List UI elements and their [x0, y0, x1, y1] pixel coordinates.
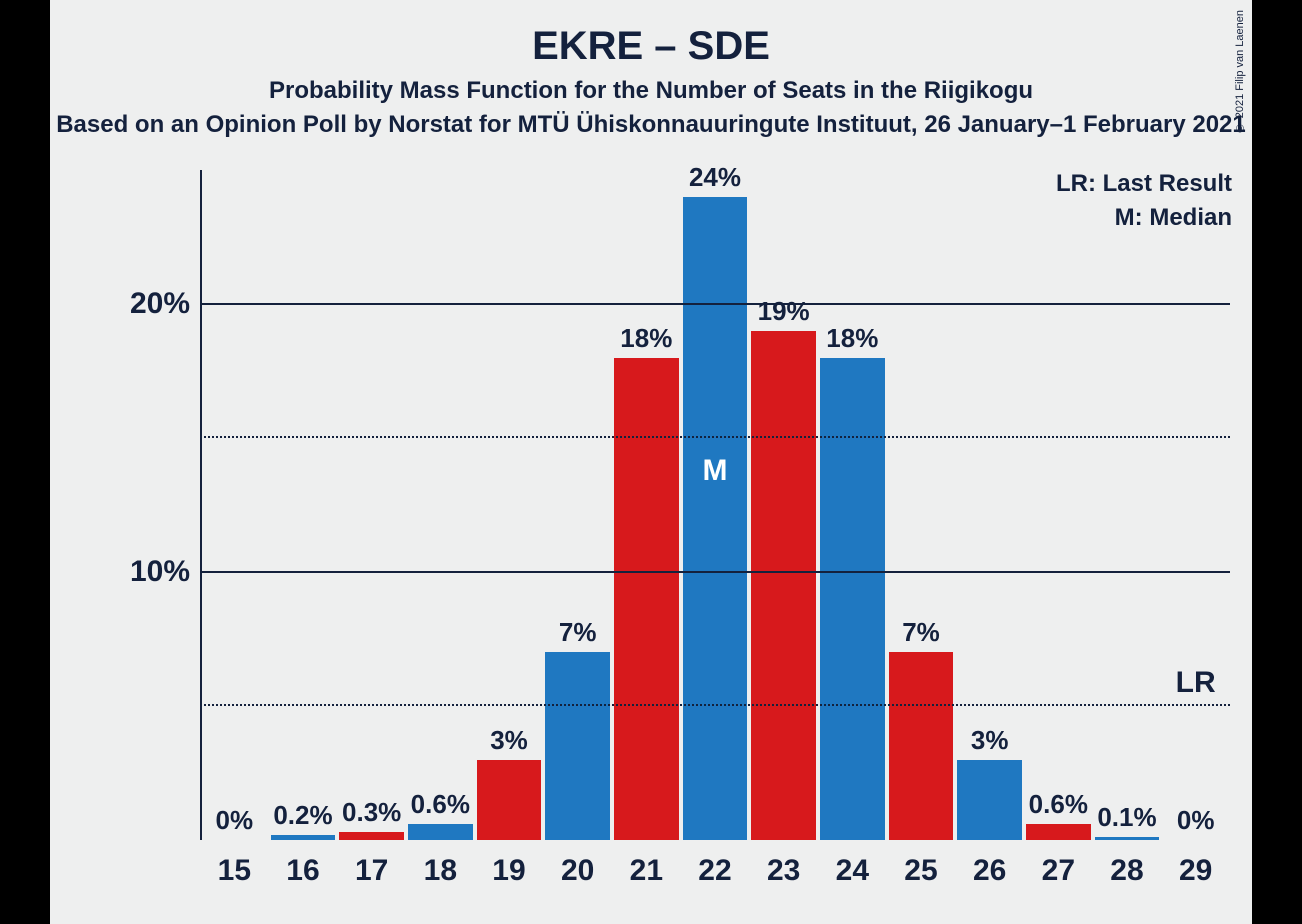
grid-minor: [200, 704, 1230, 706]
bar-value-label: 0.6%: [1026, 789, 1091, 824]
x-tick-label: 15: [200, 840, 269, 888]
bar: 0.6%: [1026, 824, 1091, 840]
grid-major: [200, 303, 1230, 305]
bar: 18%: [820, 358, 885, 840]
bar-value-label: 7%: [545, 617, 610, 652]
bar: 7%: [545, 652, 610, 840]
x-tick-label: 21: [612, 840, 681, 888]
bar-value-label: 0%: [202, 805, 267, 840]
bar-value-label: 3%: [957, 725, 1022, 760]
x-tick-label: 28: [1093, 840, 1162, 888]
y-tick-label: 10%: [130, 555, 190, 589]
x-tick-label: 22: [681, 840, 750, 888]
chart-subtitle: Probability Mass Function for the Number…: [50, 77, 1252, 105]
bar: 0.3%: [339, 832, 404, 840]
x-tick-label: 20: [543, 840, 612, 888]
x-tick-label: 17: [337, 840, 406, 888]
x-tick-label: 19: [475, 840, 544, 888]
bar: 3%: [957, 760, 1022, 840]
bar-value-label: 7%: [889, 617, 954, 652]
x-tick-label: 25: [887, 840, 956, 888]
median-label: M: [683, 454, 748, 488]
bar-value-label: 0.3%: [339, 797, 404, 832]
plot-area: 0%0.2%0.3%0.6%3%7%18%24%M19%18%7%3%0.6%0…: [200, 170, 1230, 840]
bar-value-label: 24%: [683, 162, 748, 197]
bar: 0.6%: [408, 824, 473, 840]
bar: 19%: [751, 331, 816, 840]
bar-value-label: 0.6%: [408, 789, 473, 824]
bar: 7%: [889, 652, 954, 840]
bar-value-label: 19%: [751, 296, 816, 331]
bar-value-label: 0.1%: [1095, 802, 1160, 837]
bar-value-label: 18%: [614, 323, 679, 358]
x-tick-label: 24: [818, 840, 887, 888]
x-tick-label: 27: [1024, 840, 1093, 888]
lr-marker: LR: [1176, 666, 1216, 700]
x-tick-label: 23: [749, 840, 818, 888]
bar-value-label: 0%: [1163, 805, 1228, 840]
y-tick-label: 20%: [130, 287, 190, 321]
bar-value-label: 3%: [477, 725, 542, 760]
grid-major: [200, 571, 1230, 573]
bar-value-label: 18%: [820, 323, 885, 358]
x-tick-label: 18: [406, 840, 475, 888]
grid-minor: [200, 436, 1230, 438]
chart-caption: Based on an Opinion Poll by Norstat for …: [0, 111, 1302, 139]
x-tick-label: 29: [1161, 840, 1230, 888]
x-tick-label: 26: [955, 840, 1024, 888]
bar: 24%M: [683, 197, 748, 840]
bars-container: 0%0.2%0.3%0.6%3%7%18%24%M19%18%7%3%0.6%0…: [200, 170, 1230, 840]
bar: 3%: [477, 760, 542, 840]
x-tick-label: 16: [269, 840, 338, 888]
chart-title: EKRE – SDE: [50, 0, 1252, 69]
bar: 18%: [614, 358, 679, 840]
bar-value-label: 0.2%: [271, 800, 336, 835]
chart-canvas: © 2021 Filip van Laenen EKRE – SDE Proba…: [50, 0, 1252, 924]
